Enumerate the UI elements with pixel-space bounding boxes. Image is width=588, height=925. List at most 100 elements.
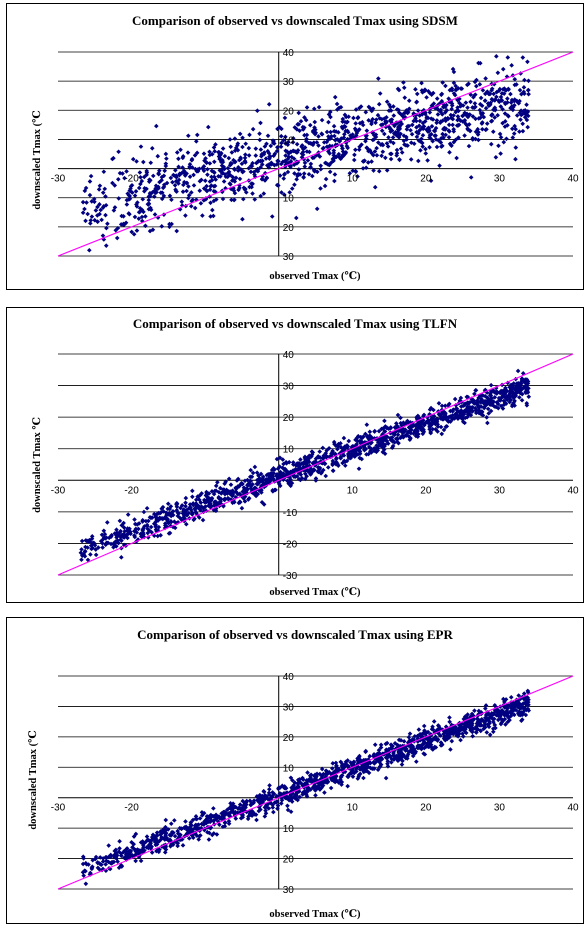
- data-point: [443, 424, 449, 430]
- data-point: [380, 149, 386, 155]
- data-point: [223, 479, 229, 485]
- data-point: [196, 515, 202, 520]
- y-tick-label: 30: [283, 252, 295, 263]
- data-point: [202, 178, 208, 184]
- data-point: [177, 834, 182, 839]
- data-point: [310, 155, 315, 161]
- data-point: [362, 447, 367, 453]
- data-point: [373, 759, 379, 765]
- data-point: [483, 706, 488, 711]
- data-point: [258, 471, 264, 477]
- data-point: [345, 758, 350, 763]
- data-point: [256, 480, 262, 485]
- data-point: [440, 80, 445, 85]
- data-point: [356, 754, 362, 760]
- data-point: [203, 820, 209, 826]
- data-point: [200, 213, 205, 218]
- data-point: [201, 810, 207, 816]
- data-point: [392, 425, 398, 430]
- data-point: [447, 715, 452, 720]
- data-point: [342, 112, 348, 118]
- data-point: [125, 512, 131, 517]
- data-point: [300, 790, 306, 795]
- data-point: [309, 449, 315, 454]
- data-point: [346, 451, 352, 457]
- data-point: [312, 773, 317, 779]
- data-point: [249, 184, 254, 190]
- data-point: [259, 153, 264, 159]
- data-point: [91, 540, 97, 546]
- data-point: [497, 714, 503, 719]
- x-tick-label: -30: [51, 174, 66, 185]
- data-point: [218, 174, 223, 179]
- data-point: [176, 510, 182, 516]
- data-point: [364, 761, 370, 767]
- data-point: [243, 488, 249, 494]
- data-point: [287, 190, 292, 195]
- data-point: [158, 532, 163, 538]
- data-point: [339, 763, 345, 769]
- data-point: [262, 144, 268, 149]
- data-point: [420, 742, 426, 747]
- data-point: [300, 152, 306, 158]
- data-point: [214, 503, 220, 508]
- data-point: [275, 806, 280, 811]
- data-point: [403, 110, 408, 115]
- data-point: [207, 149, 212, 155]
- data-point: [110, 180, 115, 186]
- data-point: [277, 124, 282, 130]
- data-point: [111, 208, 117, 213]
- data-point: [162, 850, 168, 855]
- data-point: [452, 726, 457, 732]
- data-points: [80, 54, 531, 253]
- data-point: [509, 389, 515, 395]
- data-point: [303, 464, 309, 470]
- data-point: [336, 105, 342, 111]
- data-point: [310, 467, 316, 472]
- data-point: [259, 487, 264, 493]
- data-point: [378, 443, 384, 449]
- data-point: [81, 873, 86, 878]
- data-point: [413, 433, 419, 439]
- data-point: [235, 491, 241, 497]
- data-point: [414, 99, 419, 105]
- data-point: [335, 446, 340, 452]
- data-point: [333, 443, 339, 449]
- data-point: [250, 810, 256, 815]
- data-point: [226, 476, 232, 482]
- data-point: [417, 118, 423, 124]
- data-point: [440, 118, 446, 123]
- data-point: [351, 115, 356, 121]
- data-point: [257, 798, 263, 803]
- data-point: [390, 443, 396, 449]
- chart-frame: [6, 617, 584, 924]
- data-point: [182, 825, 187, 830]
- data-point: [341, 435, 347, 441]
- data-point: [192, 507, 198, 513]
- data-point: [276, 785, 282, 791]
- data-point: [286, 459, 292, 465]
- data-point: [438, 135, 444, 141]
- data-point: [377, 442, 383, 447]
- data-point: [259, 793, 265, 799]
- data-point: [271, 153, 277, 159]
- data-point: [235, 141, 241, 146]
- data-point: [282, 115, 288, 121]
- data-point: [172, 839, 178, 844]
- data-point: [279, 797, 285, 803]
- data-point: [139, 178, 145, 184]
- data-point: [269, 214, 275, 219]
- data-point: [212, 499, 217, 505]
- data-point: [456, 729, 461, 734]
- data-point: [334, 767, 340, 772]
- data-point: [425, 129, 431, 134]
- data-point: [518, 117, 523, 122]
- data-point: [265, 480, 271, 485]
- data-point: [266, 473, 272, 479]
- data-point: [89, 214, 95, 219]
- reference-line-layer: [57, 675, 574, 890]
- data-point: [502, 699, 507, 705]
- data-point: [313, 459, 318, 464]
- data-point: [478, 728, 484, 734]
- data-point: [426, 419, 432, 425]
